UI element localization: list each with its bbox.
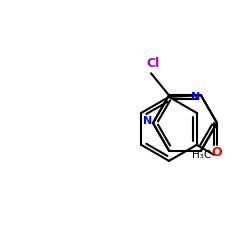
Text: N: N: [144, 116, 152, 126]
Text: H₃C: H₃C: [192, 150, 211, 160]
Text: N: N: [191, 92, 200, 102]
Text: O: O: [212, 146, 222, 160]
Text: Cl: Cl: [146, 57, 160, 70]
